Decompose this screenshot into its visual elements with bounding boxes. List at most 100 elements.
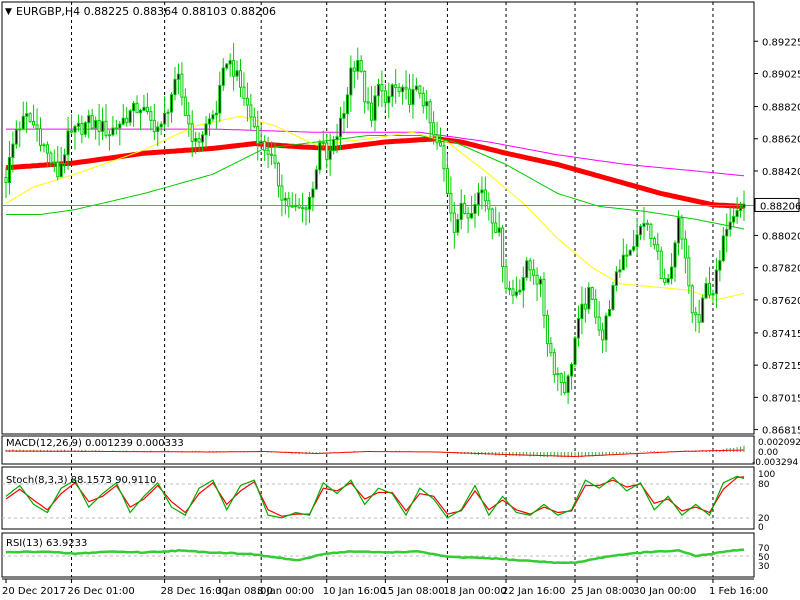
price-panel: ▼ EURGBP,H4 0.88225 0.88364 0.88103 0.88… <box>1 1 755 435</box>
candle-body-bull <box>345 94 349 115</box>
candle-body-bear <box>359 60 363 72</box>
candle-body-bear <box>463 202 467 214</box>
candle <box>587 282 591 314</box>
candle <box>649 222 653 247</box>
candle <box>487 192 491 221</box>
candle-body-bear <box>380 83 384 92</box>
candle-body-bear <box>494 222 498 233</box>
candle-body-bear <box>697 314 701 323</box>
candle <box>114 119 118 135</box>
candle-body-bull <box>201 134 205 143</box>
candle <box>701 294 705 323</box>
candle-body-bull <box>59 163 63 178</box>
candle-body-bull <box>576 317 581 339</box>
candle-body-bear <box>245 97 249 106</box>
candle <box>459 189 463 230</box>
candle-body-bear <box>90 115 94 129</box>
candle-body-bear <box>404 86 408 90</box>
candle-body-bear <box>325 142 329 160</box>
candle <box>390 83 394 108</box>
candle <box>404 70 408 100</box>
candle <box>138 108 143 130</box>
candle <box>656 232 660 260</box>
candle-body-bear <box>601 329 605 341</box>
candle <box>28 112 32 123</box>
candle <box>183 88 187 116</box>
candle <box>449 176 453 222</box>
stochastic-tick-20: 20 <box>758 514 770 524</box>
candle <box>535 267 539 302</box>
candle-body-bear <box>301 207 305 210</box>
price-tick-label: 0.87415 <box>762 329 800 340</box>
candle <box>204 116 208 149</box>
candle-body-bear <box>266 149 270 155</box>
candle-body-bull <box>204 123 208 136</box>
candle <box>652 236 656 250</box>
candle-body-bear <box>663 278 667 283</box>
candle-body-bear <box>532 269 536 276</box>
candle <box>104 104 108 139</box>
candle-body-bear <box>80 122 84 135</box>
stochastic-panel: Stoch(8,3,3) 88.1573 90.9110 100 80 20 0 <box>1 466 775 533</box>
candle <box>604 312 608 353</box>
candle-body-bear <box>45 144 49 154</box>
candle <box>214 100 218 130</box>
candle-body-bear <box>270 153 274 156</box>
candle <box>363 70 367 114</box>
candle-body-bull <box>173 78 177 96</box>
candle-body-bear <box>273 154 277 164</box>
date-tick-label: 3 Jan 08:00 <box>216 586 273 597</box>
candle <box>490 207 494 240</box>
candle <box>52 149 56 173</box>
candle <box>718 250 722 282</box>
candle-body-bull <box>118 123 122 129</box>
candle <box>194 131 198 154</box>
candle <box>704 277 708 299</box>
candle <box>476 183 480 216</box>
candle <box>332 135 336 155</box>
candle-body-bear <box>28 113 32 122</box>
candle <box>714 257 718 309</box>
candle-body-bull <box>497 227 501 233</box>
price-tick-label: 0.87620 <box>762 296 800 307</box>
current-price-box <box>754 197 800 212</box>
candle <box>707 266 712 299</box>
candle-body-bear <box>597 316 601 331</box>
candle-body-bear <box>552 352 556 376</box>
candle <box>135 95 139 114</box>
candle-body-bull <box>376 83 380 97</box>
candle-body-bull <box>480 189 484 194</box>
stochastic-label: Stoch(8,3,3) 88.1573 90.9110 <box>6 475 157 486</box>
candle <box>452 202 456 249</box>
candle-body-bear <box>590 286 594 300</box>
candle <box>232 43 236 91</box>
candle-body-bear <box>511 288 515 296</box>
candle <box>121 103 125 126</box>
candle-body-bull <box>566 375 570 394</box>
candle-body-bear <box>145 106 149 113</box>
candle <box>663 268 667 286</box>
date-tick-label: 1 Feb 16:00 <box>709 586 768 597</box>
candle <box>294 193 298 212</box>
candle-body-bull <box>7 156 11 184</box>
candle <box>497 212 501 237</box>
candle-body-bull <box>580 303 584 319</box>
candle <box>349 55 353 112</box>
price-tick-label: 0.88620 <box>762 135 800 146</box>
candle <box>287 191 291 218</box>
candle <box>83 120 87 138</box>
candle <box>366 87 370 111</box>
candle <box>280 174 284 217</box>
candle <box>470 196 474 220</box>
candle-body-bull <box>218 84 222 114</box>
candle-body-bull <box>621 254 625 271</box>
candle <box>635 218 639 256</box>
candle <box>290 192 294 208</box>
rsi-line <box>5 548 744 565</box>
candle-body-bear <box>418 85 422 94</box>
candle <box>480 176 484 210</box>
candle-body-bull <box>676 217 681 244</box>
candle <box>442 139 446 182</box>
candle <box>132 101 136 127</box>
